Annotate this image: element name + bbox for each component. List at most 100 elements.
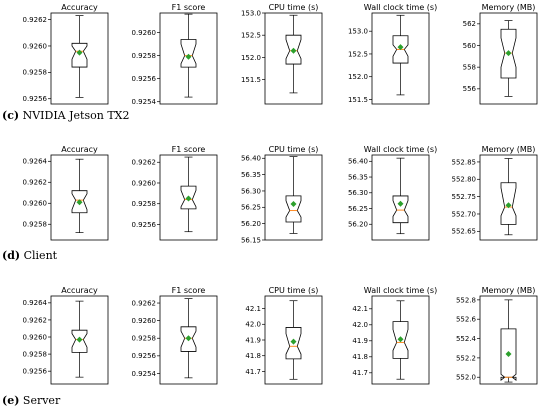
subplot-title: Memory (MB) — [482, 145, 536, 154]
y-tick-label: 0.9256 — [132, 75, 157, 83]
y-tick-label: 552.4 — [456, 335, 477, 343]
y-tick-label: 56.40 — [348, 158, 368, 166]
caption-letter: (e) — [2, 394, 19, 407]
y-tick-label: 0.9262 — [23, 179, 48, 187]
subplot-title: Memory (MB) — [482, 3, 536, 12]
notched-box — [71, 42, 88, 68]
mean-marker — [505, 50, 512, 57]
y-tick-label: 41.8 — [352, 353, 368, 361]
axes-frame — [50, 154, 109, 241]
subplot-title: F1 score — [172, 3, 206, 12]
caption-text: Client — [20, 249, 58, 262]
y-tick-label: 0.9264 — [23, 299, 48, 307]
axes-frame — [50, 12, 109, 105]
y-tick-label: 0.9254 — [132, 98, 157, 106]
notched-box — [285, 195, 302, 223]
subplot: CPU time (s) 56.15 56.20 56.25 56.30 56.35 56.… — [241, 145, 323, 244]
subplot: Accuracy 0.9256 0.9258 0.9260 0.9262 — [23, 3, 109, 105]
subplot-title: Wall clock time (s) — [364, 3, 437, 12]
axes-frame — [159, 12, 218, 105]
subplot-title: Memory (MB) — [482, 286, 536, 295]
subplot: Memory (MB) 552.65 552.70 552.75 552.80 552.8… — [452, 145, 538, 241]
notched-box — [285, 327, 302, 360]
subplot: Wall clock time (s) 41.7 41.8 41.9 42.0 42.1 — [352, 286, 437, 385]
y-tick-label: 552.6 — [456, 316, 477, 324]
subplot: Accuracy 0.9256 0.9258 0.9260 0.9262 0.9264 — [23, 286, 109, 385]
y-tick-label: 0.9258 — [132, 200, 157, 208]
notched-box — [392, 195, 409, 224]
axes-frame — [159, 154, 218, 241]
figure-row-1: Accuracy 0.9256 0.9258 0.9260 0.9262 F1 score… — [2, 3, 538, 122]
y-tick-label: 0.9262 — [132, 159, 157, 167]
notched-box — [500, 328, 517, 381]
y-tick-label: 0.9258 — [132, 52, 157, 60]
y-tick-label: 56.15 — [241, 236, 261, 244]
subplot-title: CPU time (s) — [269, 145, 319, 154]
axes-frame — [371, 295, 430, 385]
subplot-title: Accuracy — [61, 286, 98, 295]
y-tick-label: 556 — [463, 85, 477, 93]
y-tick-label: 42.1 — [245, 305, 261, 313]
figure-row-3: Accuracy 0.9256 0.9258 0.9260 0.9262 0.9264 F1… — [2, 286, 538, 407]
y-tick-label: 0.9256 — [132, 352, 157, 360]
y-tick-label: 0.9260 — [23, 200, 48, 208]
y-tick-label: 56.40 — [241, 155, 261, 163]
y-tick-label: 0.9256 — [23, 368, 48, 376]
axes-frame — [479, 295, 538, 385]
caption-letter: (c) — [2, 109, 19, 122]
y-tick-label: 41.7 — [245, 368, 261, 376]
y-tick-label: 560 — [463, 42, 476, 50]
y-tick-label: 56.20 — [348, 221, 368, 229]
y-tick-label: 0.9258 — [23, 350, 48, 358]
notched-box — [392, 321, 409, 359]
y-tick-label: 153.0 — [348, 28, 368, 36]
y-tick-label: 0.9256 — [23, 95, 48, 103]
y-tick-label: 552.0 — [456, 374, 476, 382]
y-tick-label: 0.9256 — [132, 221, 157, 229]
mean-marker — [185, 195, 192, 202]
y-tick-label: 42.0 — [245, 321, 261, 329]
y-tick-label: 41.7 — [352, 369, 368, 377]
subplot-title: F1 score — [172, 145, 206, 154]
row-caption: (e) Server — [2, 394, 61, 407]
axes-frame — [371, 12, 430, 105]
y-tick-label: 0.9260 — [132, 29, 157, 37]
subplot-title: Wall clock time (s) — [364, 145, 437, 154]
y-tick-label: 56.25 — [348, 205, 368, 213]
y-tick-label: 56.25 — [241, 204, 261, 212]
subplot: Wall clock time (s) 151.5 152.0 152.5 153.0 — [348, 3, 437, 105]
notched-box — [71, 329, 88, 353]
subplot-title: Accuracy — [61, 3, 98, 12]
y-tick-label: 552.65 — [452, 228, 477, 236]
mean-marker — [397, 44, 404, 51]
notched-box — [392, 35, 409, 64]
mean-marker — [290, 201, 297, 208]
y-tick-label: 552.85 — [452, 158, 477, 166]
y-tick-label: 0.9260 — [23, 42, 48, 50]
y-tick-label: 558 — [463, 64, 476, 72]
y-tick-label: 42.0 — [352, 321, 368, 329]
subplot-title: F1 score — [172, 286, 206, 295]
mean-marker — [397, 200, 404, 207]
mean-marker — [505, 351, 512, 358]
y-tick-label: 152.5 — [241, 32, 261, 40]
y-tick-label: 56.30 — [348, 189, 368, 197]
y-tick-label: 0.9258 — [132, 335, 157, 343]
y-tick-label: 552.2 — [456, 354, 476, 362]
y-tick-label: 0.9260 — [23, 333, 48, 341]
mean-marker — [76, 199, 83, 206]
subplot: Memory (MB) 556 558 560 562 — [463, 3, 538, 105]
y-tick-label: 42.1 — [352, 305, 368, 313]
figure-row-2: Accuracy 0.9258 0.9260 0.9262 0.9264 F1 score… — [2, 145, 538, 262]
notched-box — [180, 326, 197, 352]
mean-marker — [76, 336, 83, 343]
y-tick-label: 153.0 — [241, 9, 261, 17]
caption-letter: (d) — [2, 249, 20, 262]
mean-marker — [185, 53, 192, 60]
y-tick-label: 56.30 — [241, 187, 261, 195]
subplot: CPU time (s) 41.7 41.8 41.9 42.0 42.1 — [245, 286, 323, 385]
y-tick-label: 41.8 — [245, 352, 261, 360]
y-tick-label: 152.0 — [348, 73, 368, 81]
y-tick-label: 552.70 — [452, 210, 477, 218]
